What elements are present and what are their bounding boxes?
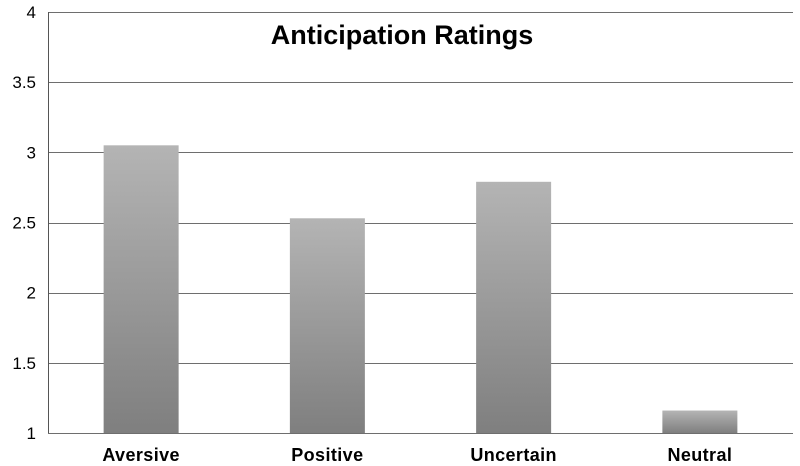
x-tick-label: Neutral — [667, 445, 732, 465]
bar-neutral — [662, 410, 738, 433]
y-tick-label: 2.5 — [12, 214, 36, 233]
y-tick-label: 1.5 — [12, 354, 36, 373]
bar-aversive — [103, 145, 179, 434]
y-tick-label: 1 — [27, 424, 36, 443]
chart-title: Anticipation Ratings — [271, 20, 534, 50]
x-tick-label: Positive — [291, 445, 363, 465]
y-tick-label: 3.5 — [12, 73, 36, 92]
y-tick-labels: 1 1.5 2 2.5 3 3.5 4 — [12, 3, 36, 443]
x-tick-label: Uncertain — [470, 445, 557, 465]
bar-uncertain — [476, 181, 552, 433]
y-tick-label: 2 — [27, 284, 36, 303]
y-tick-label: 3 — [27, 143, 36, 162]
category-labels: Aversive Positive Uncertain Neutral — [102, 445, 732, 465]
y-tick-label: 4 — [27, 3, 36, 22]
x-tick-label: Aversive — [102, 445, 180, 465]
bar-positive — [289, 218, 365, 433]
bars — [103, 145, 738, 434]
